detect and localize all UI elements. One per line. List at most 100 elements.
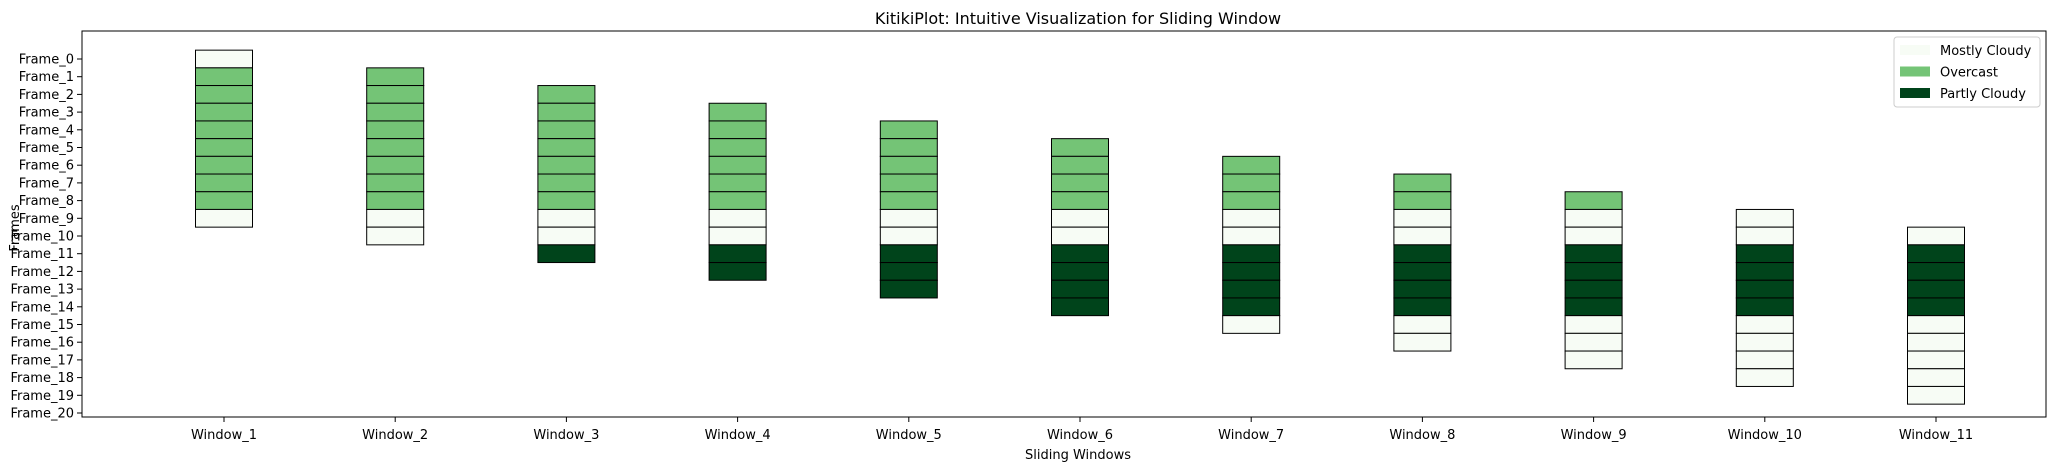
cell-window_3-frame-2 [537, 85, 596, 104]
cell-window_7-frame-7 [1222, 173, 1281, 193]
cell-window_6-frame-12 [1051, 262, 1109, 281]
cell-window_6-frame-5 [1051, 138, 1109, 157]
cell-window_1-frame-0 [195, 49, 253, 69]
cell-window_9-frame-16 [1564, 332, 1623, 352]
legend-label: Overcast [1940, 66, 1998, 81]
y-tick-label: Frame_20 [10, 407, 74, 422]
y-tick-label: Frame_8 [19, 194, 74, 209]
cell-window_2-frame-7 [366, 173, 425, 193]
cell-window_10-frame-11 [1735, 244, 1794, 264]
legend-swatch [1900, 88, 1930, 98]
x-tick-label: Window_7 [1218, 428, 1284, 443]
cell-window_5-frame-11 [879, 244, 938, 264]
cell-window_6-frame-9 [1051, 208, 1109, 228]
cell-window_1-frame-9 [195, 208, 253, 228]
y-tick-label: Frame_1 [19, 70, 74, 85]
cell-window_8-frame-13 [1393, 279, 1452, 299]
y-tick-label: Frame_17 [10, 353, 74, 368]
cell-window_5-frame-6 [879, 155, 938, 175]
cell-window_4-frame-11 [708, 244, 767, 264]
cell-window_10-frame-9 [1735, 208, 1794, 228]
cell-window_2-frame-10 [366, 226, 425, 246]
cell-window_5-frame-10 [879, 226, 938, 246]
cell-window_2-frame-2 [366, 85, 425, 104]
cell-window_7-frame-11 [1222, 244, 1281, 264]
cell-window_7-frame-12 [1222, 262, 1281, 281]
y-tick-label: Frame_12 [10, 265, 74, 280]
y-tick-label: Frame_0 [19, 53, 74, 68]
y-tick-label: Frame_15 [10, 318, 74, 333]
cell-window_1-frame-2 [195, 85, 253, 104]
cell-window_6-frame-14 [1051, 297, 1109, 317]
cell-window_9-frame-9 [1564, 208, 1623, 228]
legend-swatch [1900, 66, 1930, 77]
cell-window_7-frame-8 [1222, 191, 1281, 210]
cell-window_9-frame-11 [1564, 244, 1623, 264]
legend: Mostly Cloudy Overcast Partly Cloudy [1893, 36, 2041, 108]
cell-window_5-frame-12 [879, 262, 938, 281]
y-tick-label: Frame_11 [10, 247, 74, 262]
cell-window_2-frame-1 [366, 67, 425, 87]
y-tick-label: Frame_16 [10, 336, 74, 351]
cell-window_5-frame-13 [879, 279, 938, 299]
cell-window_4-frame-4 [708, 120, 767, 140]
cell-window_3-frame-3 [537, 102, 596, 122]
legend-swatch [1900, 45, 1930, 55]
x-tick-label: Window_6 [1047, 428, 1113, 443]
cell-window_3-frame-10 [537, 226, 596, 246]
cell-window_7-frame-15 [1222, 315, 1281, 334]
cell-window_1-frame-1 [195, 67, 253, 87]
cell-window_1-frame-3 [195, 102, 253, 122]
y-tick-label: Frame_18 [10, 371, 74, 386]
cell-window_2-frame-6 [366, 155, 425, 175]
x-tick-label: Window_3 [533, 428, 599, 443]
cell-window_10-frame-17 [1735, 350, 1794, 370]
cell-window_3-frame-5 [537, 138, 596, 157]
cell-window_2-frame-8 [366, 191, 425, 210]
cell-window_6-frame-7 [1051, 173, 1109, 193]
cell-window_3-frame-7 [537, 173, 596, 193]
cell-window_6-frame-8 [1051, 191, 1109, 210]
x-tick-label: Window_9 [1561, 428, 1627, 443]
cell-window_5-frame-9 [879, 208, 938, 228]
cell-window_4-frame-10 [708, 226, 767, 246]
cell-window_6-frame-13 [1051, 279, 1109, 299]
plot-frame [81, 30, 2047, 418]
y-tick-label: Frame_13 [10, 283, 74, 298]
cell-window_8-frame-16 [1393, 332, 1452, 352]
cell-window_1-frame-6 [195, 155, 253, 175]
cell-window_7-frame-13 [1222, 279, 1281, 299]
cell-window_5-frame-8 [879, 191, 938, 210]
cell-window_10-frame-15 [1735, 315, 1794, 334]
y-tick-label: Frame_7 [19, 176, 74, 191]
cell-window_5-frame-5 [879, 138, 938, 157]
cell-window_4-frame-7 [708, 173, 767, 193]
y-tick-label: Frame_10 [10, 230, 74, 245]
cell-window_2-frame-5 [366, 138, 425, 157]
cell-window_6-frame-6 [1051, 155, 1109, 175]
y-tick-label: Frame_5 [19, 141, 74, 156]
cell-window_7-frame-9 [1222, 208, 1281, 228]
cell-window_9-frame-13 [1564, 279, 1623, 299]
x-tick-label: Window_2 [362, 428, 428, 443]
cell-window_8-frame-8 [1393, 191, 1452, 210]
plot-area: Window_1 Window_2 Window_3 Window_4 Window_5… [10, 30, 2047, 443]
cell-window_3-frame-4 [537, 120, 596, 140]
y-axis-title: Frames [8, 204, 23, 252]
cell-window_11-frame-10 [1907, 226, 1965, 246]
x-tick-label: Window_8 [1389, 428, 1455, 443]
cell-window_2-frame-4 [366, 120, 425, 140]
cell-window_8-frame-10 [1393, 226, 1452, 246]
cell-window_9-frame-15 [1564, 315, 1623, 334]
cell-window_11-frame-13 [1907, 279, 1965, 299]
cell-window_9-frame-14 [1564, 297, 1623, 317]
cell-window_9-frame-17 [1564, 350, 1623, 370]
y-tick-label: Frame_6 [19, 159, 74, 174]
x-tick-label: Window_11 [1899, 428, 1973, 443]
cell-window_10-frame-13 [1735, 279, 1794, 299]
cell-window_5-frame-7 [879, 173, 938, 193]
cell-window_11-frame-11 [1907, 244, 1965, 264]
cell-window_11-frame-12 [1907, 262, 1965, 281]
cell-window_1-frame-8 [195, 191, 253, 210]
